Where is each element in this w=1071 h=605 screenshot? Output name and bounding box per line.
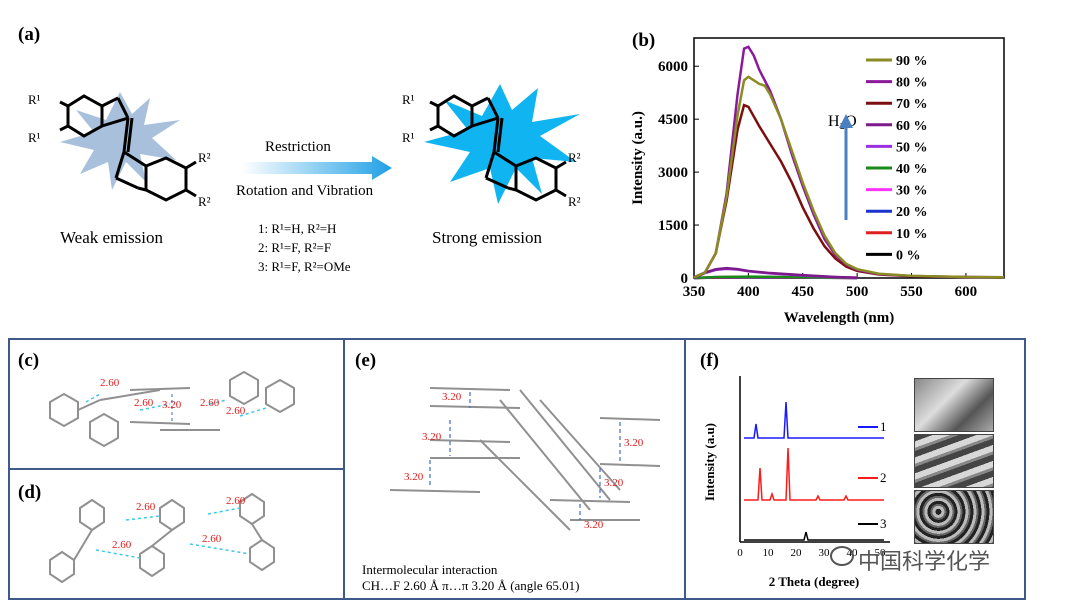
d-dist-2: 2.60: [226, 495, 246, 507]
xrd-tick-30: 30: [819, 547, 831, 559]
weak-emission-star: [60, 92, 180, 190]
crystal-packing-d: 2.60 2.60 2.60 2.60: [49, 492, 275, 584]
xrd-tick-20: 20: [791, 547, 803, 559]
panel-a-label: (a): [18, 24, 41, 45]
x-tick-label-400: 400: [737, 284, 760, 300]
e-caption-line2: CH…F 2.60 Å π…π 3.20 Å (angle 65.01): [362, 578, 580, 593]
x-tick-label-550: 550: [900, 284, 923, 300]
e-dist-2: 3.20: [422, 431, 442, 443]
legend-label-8: 10 %: [896, 227, 928, 242]
rotation-label: Rotation and Vibration: [236, 183, 374, 199]
weak-r2-top: R²: [198, 150, 211, 165]
crystal-packing-c: 2.60 2.60 3.20 2.60 2.60: [49, 370, 295, 448]
strong-r2-bottom: R²: [568, 194, 581, 209]
weak-r1-bottom: R¹: [28, 130, 41, 145]
crystal-packing-e: 3.20 3.20 3.20 3.20 3.20 3.20: [389, 387, 661, 531]
y-axis-label: Intensity (a.u.): [630, 111, 646, 205]
legend-label-0: 90 %: [896, 54, 928, 69]
sem-image-1: [914, 378, 994, 432]
x-tick-label-350: 350: [683, 284, 706, 300]
legend-label-6: 30 %: [896, 184, 928, 199]
weak-emission-label: Weak emission: [60, 228, 163, 247]
e-dist-3: 3.20: [404, 471, 424, 483]
watermark-text: 中国科学化学: [858, 550, 991, 575]
series-line-60: [693, 266, 858, 280]
xrd-tick-50: 50: [875, 547, 887, 559]
compound-1: 1: R¹=H, R²=H: [258, 221, 336, 236]
xrd-tick-0: 0: [737, 547, 743, 559]
x-tick-label-450: 450: [792, 284, 815, 300]
panel-b-label: (b): [632, 30, 656, 51]
x-axis-label: Wavelength (nm): [784, 310, 894, 326]
y-tick-label-3000: 3000: [658, 165, 688, 181]
strong-emission-star: [424, 84, 580, 204]
e-dist-6: 3.20: [584, 519, 604, 531]
xrd-series-3: [744, 531, 884, 541]
xrd-series-2: [744, 447, 884, 501]
sem-image-2: [914, 434, 994, 488]
legend-label-3: 60 %: [896, 119, 928, 134]
weak-r1-top: R¹: [28, 92, 41, 107]
xrd-series-1: [744, 401, 884, 439]
xrd-ylabel: Intensity (a.u): [702, 423, 717, 501]
panel-e-label: (e): [355, 350, 377, 371]
xrd-tick-10: 10: [763, 547, 775, 559]
emission-spectra-chart: 350 400 450 500 550 60001500300045006000Wavel…: [630, 37, 1005, 326]
y-tick-label-1500: 1500: [658, 218, 688, 234]
panel-f-label: (f): [700, 350, 719, 371]
xrd-legend-3: 3: [880, 516, 887, 531]
c-dist-2: 2.60: [134, 397, 154, 409]
strong-r1-bottom: R¹: [402, 130, 415, 145]
e-dist-4: 3.20: [624, 437, 644, 449]
legend-label-1: 80 %: [896, 76, 928, 91]
strong-molecule: [429, 94, 567, 202]
series-line-70: [693, 103, 1005, 279]
c-dist-3: 3.20: [162, 399, 182, 411]
e-dist-5: 3.20: [604, 477, 624, 489]
legend-label-4: 50 %: [896, 140, 928, 155]
c-dist-4: 2.60: [200, 397, 220, 409]
restriction-label: Restriction: [265, 139, 331, 155]
y-tick-label-4500: 4500: [658, 112, 688, 128]
weak-r2-bottom: R²: [198, 194, 211, 209]
d-dist-3: 2.60: [112, 539, 132, 551]
series-line-80: [693, 45, 1005, 279]
d-dist-4: 2.60: [202, 533, 222, 545]
legend-label-5: 40 %: [896, 162, 928, 177]
wechat-icon: [830, 546, 854, 566]
c-dist-5: 2.60: [226, 405, 246, 417]
c-dist-1: 2.60: [100, 377, 120, 389]
panel-c-label: (c): [18, 350, 40, 371]
d-dist-1: 2.60: [136, 501, 156, 513]
e-dist-1: 3.20: [442, 391, 462, 403]
legend-label-2: 70 %: [896, 97, 928, 112]
weak-molecule: [59, 94, 197, 202]
x-tick-label-600: 600: [955, 284, 978, 300]
strong-emission-label: Strong emission: [432, 228, 543, 247]
panel-a-scheme: R¹ R¹ R² R² Restriction Rotation and Vib…: [28, 84, 581, 274]
sem-image-3: [914, 490, 994, 544]
x-tick-label-500: 500: [846, 284, 869, 300]
legend-label-7: 20 %: [896, 205, 928, 220]
xrd-xlabel: 2 Theta (degree): [769, 574, 860, 589]
strong-r2-top: R²: [568, 150, 581, 165]
xrd-legend-1: 1: [880, 419, 887, 434]
strong-r1-top: R¹: [402, 92, 415, 107]
panel-d-label: (d): [18, 482, 42, 503]
y-tick-label-6000: 6000: [658, 59, 688, 75]
panel-f-box: [684, 338, 1026, 600]
e-caption-line1: Intermolecular interaction: [362, 562, 498, 577]
xrd-legend-2: 2: [880, 470, 887, 485]
compound-3: 3: R¹=F, R²=OMe: [258, 259, 351, 274]
compound-2: 2: R¹=F, R²=F: [258, 240, 331, 255]
reaction-arrow: [242, 156, 392, 180]
y-tick-label-0: 0: [681, 271, 689, 287]
water-arrow-head: [839, 114, 853, 128]
legend-label-9: 0 %: [896, 248, 921, 263]
series-line-90: [693, 75, 1005, 279]
